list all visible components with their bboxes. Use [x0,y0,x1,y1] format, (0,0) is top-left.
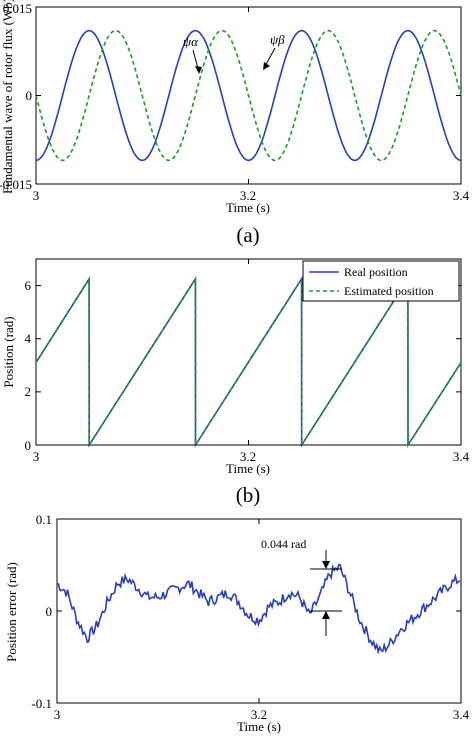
panel-a-x-tick-label-2: 3.4 [453,188,470,203]
panel-c-series-0-line [56,563,461,655]
panel-b-series-group [35,276,462,448]
legend-box [302,260,460,302]
panel-b-y-tick-label-2: 2 [25,384,32,399]
panel-a-y-tick-label-1: 0 [26,88,33,103]
panel-a-x-ticks [35,7,462,184]
psi-alpha-arrowhead [195,66,202,74]
psi-beta-arrowhead [263,62,270,70]
panel-a-x-tick-label-1: 3.2 [240,188,256,203]
panel-a-series-0-line [35,29,462,162]
panel-c-x-ticks [56,519,462,703]
panel-b-y-ticks [36,285,461,446]
panel-c-y-tick-label-2: -0.1 [31,696,52,711]
panel-b-x-ticks [35,259,462,445]
panel-b-y-tick-label-3: 0 [25,438,32,453]
panel-b-x-tick-label-0: 3 [33,449,40,464]
panel-c-y-tick-label-1: 0 [46,604,53,619]
psi-beta-annotation: ψβ [270,32,285,47]
panel-a-x-axis-label: Time (s) [226,200,270,215]
panel-a-series-group [35,29,462,162]
panel-c-y-ticks [57,518,461,704]
panel-b-series-0-line [35,276,462,448]
panel-a-y-tick-label-2: -0.015 [0,177,32,192]
panel-a-y-axis-label: Fundamental wave of rotor flux (Wb) [0,0,15,194]
panel-b-legend: Real position Estimated position [302,260,460,302]
legend-label-estimated: Estimated position [344,284,434,298]
panel-a-y-tick-label-0: 0.015 [3,1,32,16]
panel-c-y-axis-label: Position error (rad) [4,562,19,662]
panel-b: 3 3.2 3.4 Time (s) 6 4 2 0 Position (rad… [1,258,470,507]
panel-c-x-tick-label-0: 3 [54,707,61,722]
legend-label-real: Real position [344,265,408,279]
panel-c-x-axis-label: Time (s) [237,719,281,734]
panel-b-x-axis-label: Time (s) [226,461,270,476]
error-lower-arrowhead [322,611,330,619]
panel-b-x-tick-label-2: 3.4 [453,449,470,464]
panel-b-y-axis-label: Position (rad) [1,316,16,387]
psi-alpha-annotation: ψα [183,34,199,49]
panel-c-x-tick-label-2: 3.4 [453,707,470,722]
panel-c-axes-frame [56,518,462,704]
panel-b-series-1-line [35,276,462,448]
panel-b-y-tick-label-0: 6 [25,278,32,293]
error-magnitude-annotation: 0.044 rad [261,537,306,551]
panel-c-series-group [56,563,461,655]
panel-c-y-tick-label-0: 0.1 [36,512,52,527]
panel-a-x-tick-label-0: 3 [33,188,40,203]
panel-a: 3 3.2 3.4 Time (s) 0.015 0 -0.015 Fundam… [0,0,470,247]
panel-b-y-tick-label-1: 4 [25,331,32,346]
panel-c-x-tick-label-1: 3.2 [251,707,267,722]
panel-b-caption: (b) [236,483,261,507]
panel-a-y-ticks [36,6,461,185]
panel-b-x-tick-label-1: 3.2 [240,449,256,464]
panel-a-series-1-line [35,29,462,162]
error-upper-arrowhead [322,561,330,569]
panel-a-caption: (a) [236,223,259,247]
panel-c: 3 3.2 3.4 Time (s) 0.1 0 -0.1 Position e… [4,512,470,734]
